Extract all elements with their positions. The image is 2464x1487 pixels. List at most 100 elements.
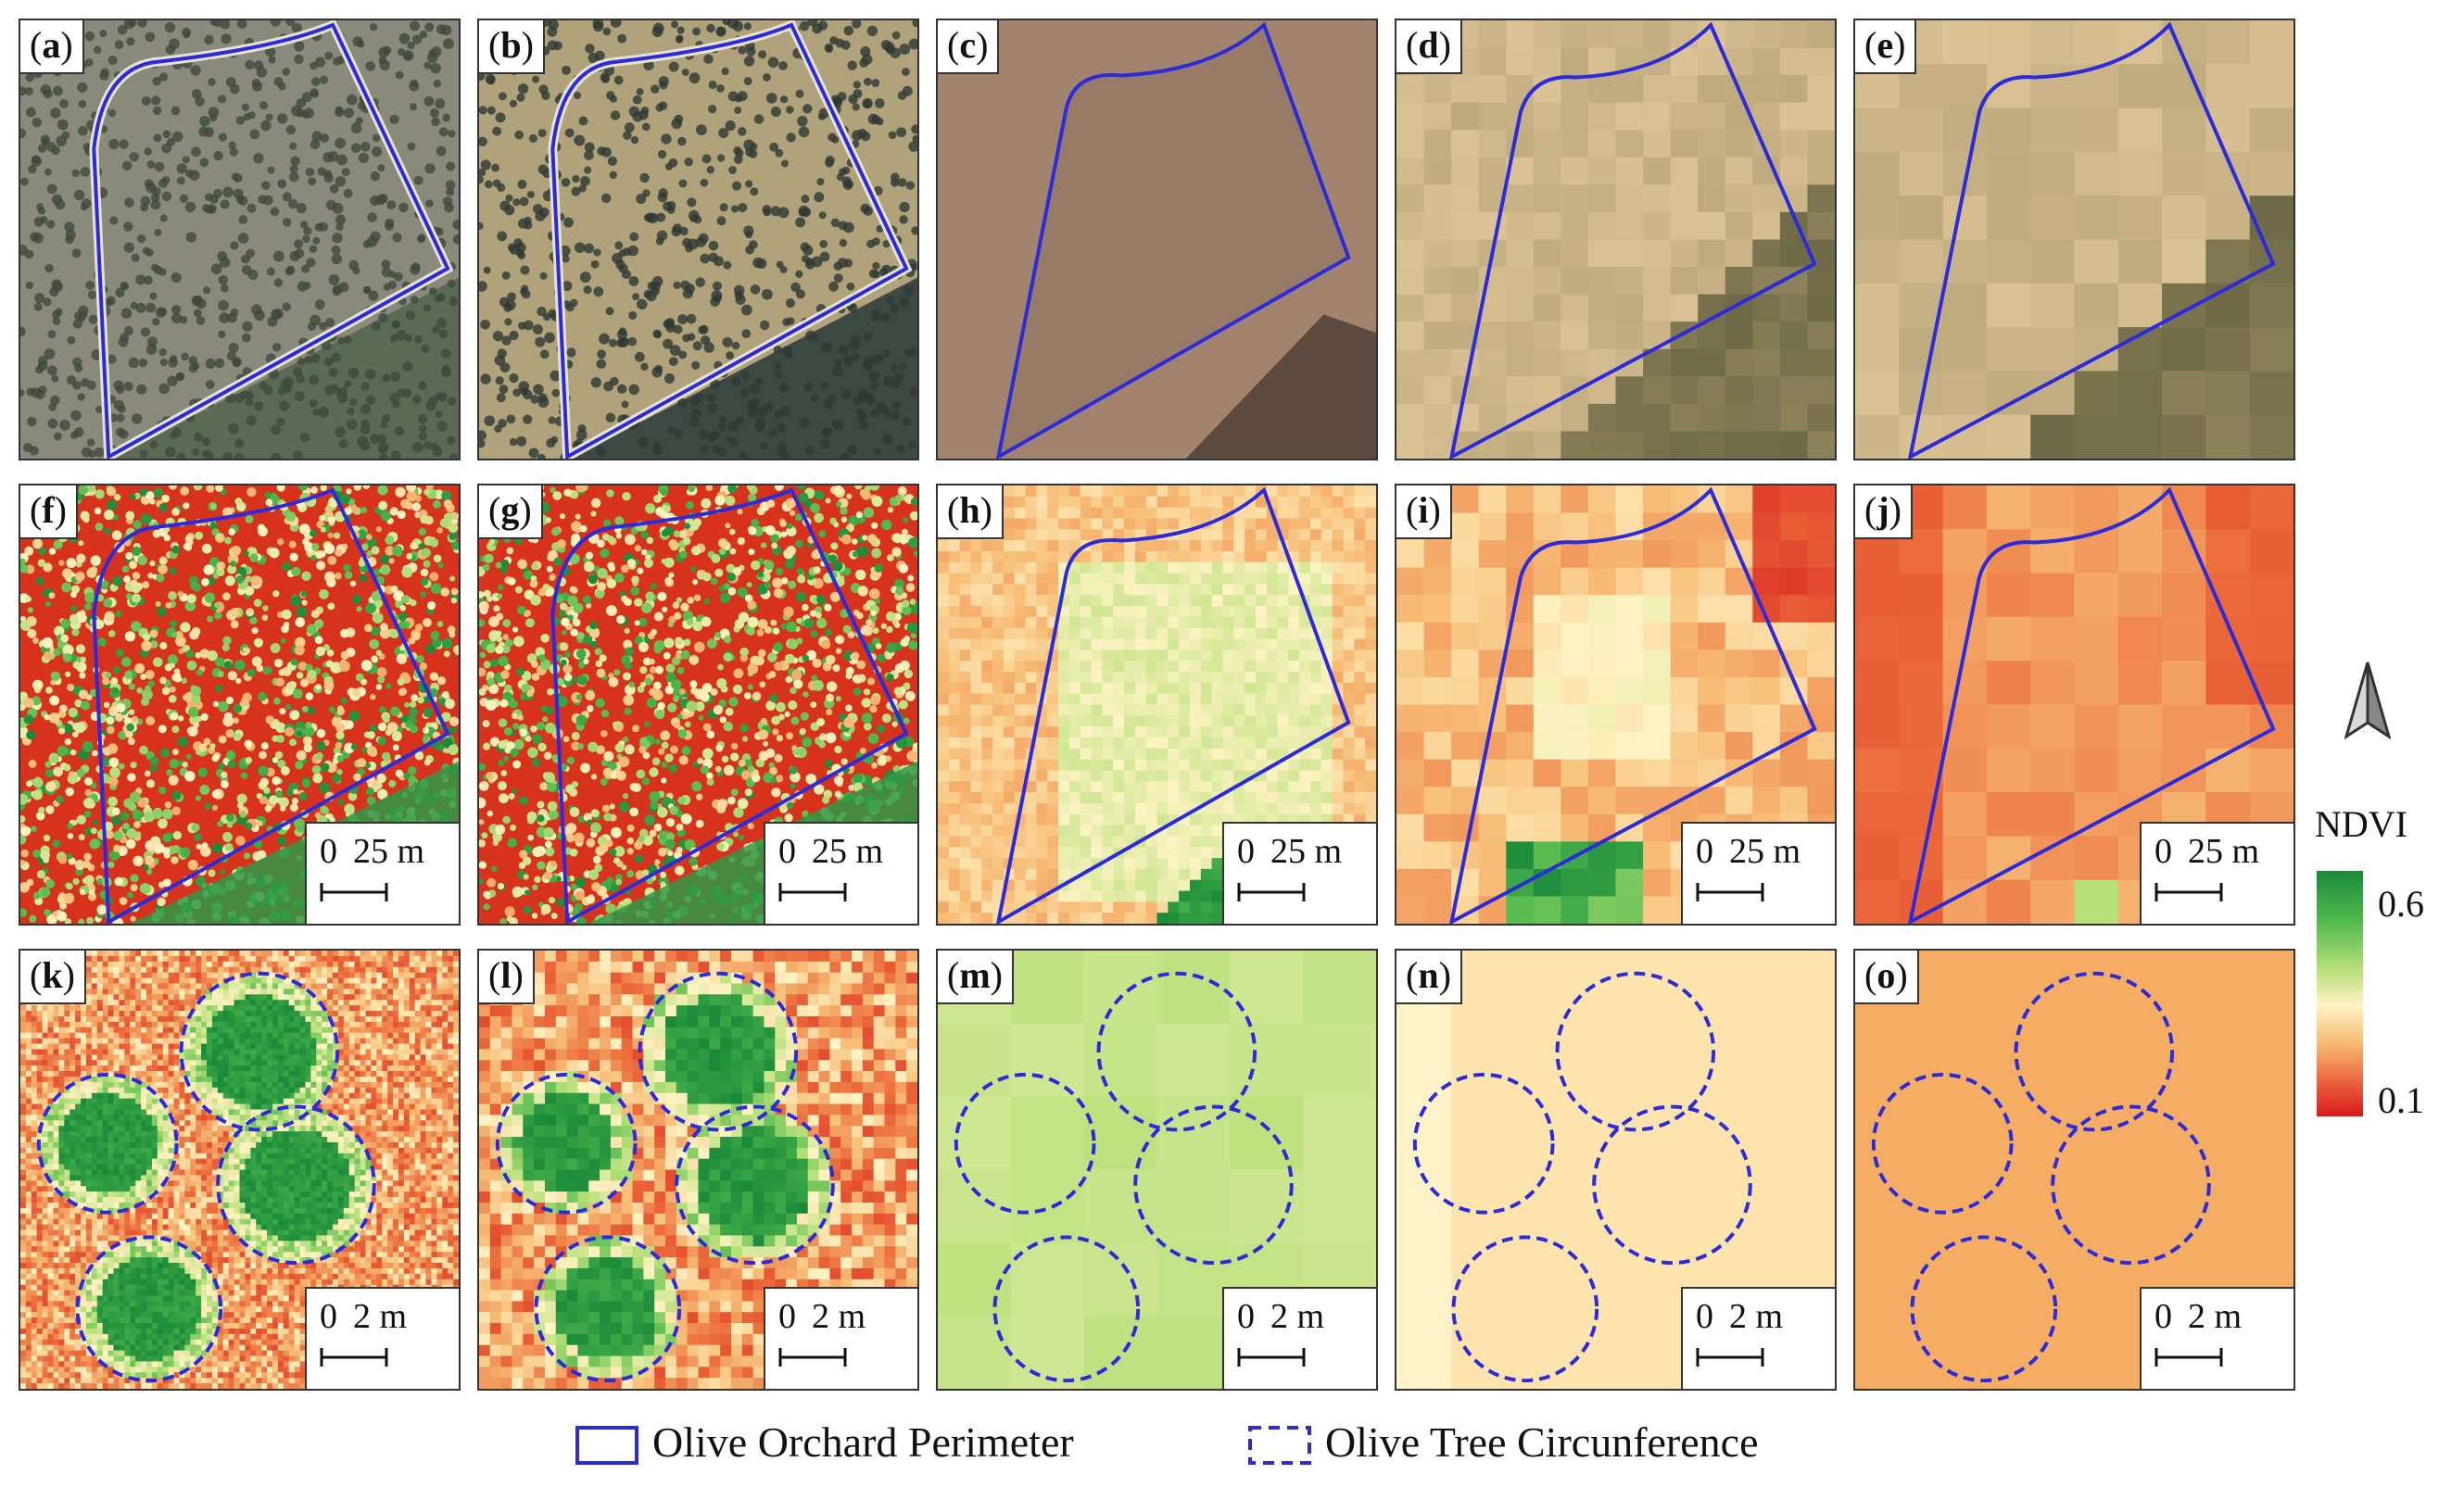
ndvi-legend-title: NDVI [2315,803,2407,845]
panel-label-c: (c) [938,20,1000,74]
scale-zero-label: 0 [320,1297,337,1336]
scale-bar: 0 2 m [305,1287,459,1389]
scale-zero-label: 0 [778,832,796,871]
map-image [479,20,917,459]
map-panel-o: (o) 0 2 m [1853,949,2295,1391]
orchard-perimeter [92,487,450,924]
scale-distance-label: 25 m [2188,832,2260,871]
scale-bar-line [1237,1348,1306,1367]
panel-label-j: (j) [1855,485,1913,539]
scale-zero-label: 0 [778,1297,796,1336]
orchard-perimeter [92,22,450,459]
tree-circumference [36,1072,179,1215]
scale-bar-line [1237,883,1306,901]
ndvi-high-label: 0.6 [2378,883,2424,925]
panel-label-l: (l) [479,951,535,1004]
scale-zero-label: 0 [1237,832,1255,871]
scale-bar-line [2154,1348,2223,1367]
perimeter-legend-symbol [575,1426,638,1465]
map-panel-n: (n) 0 2 m [1395,949,1837,1391]
scale-zero-label: 0 [1237,1297,1255,1336]
orchard-perimeter [996,486,1351,924]
tree-circumference [675,1104,835,1266]
tree-circumference [2014,971,2175,1132]
panel-label-k: (k) [20,951,86,1004]
panel-label-i: (i) [1396,485,1452,539]
scale-zero-label: 0 [2154,1297,2172,1336]
scale-distance-label: 2 m [353,1297,408,1336]
scale-bar-line [2154,883,2223,901]
scale-bar: 0 25 m [1681,822,1835,924]
tree-circumference [1451,1235,1599,1383]
orchard-perimeter [1908,21,2276,459]
map-panel-h: (h) 0 25 m [936,484,1378,926]
scale-zero-label: 0 [320,832,337,871]
tree-circumference [179,971,340,1132]
tree-circumference [1592,1104,1752,1266]
map-image [1396,20,1835,459]
scale-bar: 0 2 m [764,1287,917,1389]
tree-circumference [495,1072,638,1215]
panel-label-g: (g) [479,485,543,539]
scale-bar-line [320,1348,388,1367]
panel-label-d: (d) [1396,20,1462,74]
tree-circumference [1555,971,1716,1132]
scale-bar-line [778,1348,847,1367]
tree-circumference [216,1104,376,1266]
orchard-perimeter [996,21,1351,459]
panel-label-h: (h) [938,485,1004,539]
map-panel-e: (e) [1853,19,2295,460]
map-panel-m: (m) 0 2 m [936,949,1378,1391]
panel-label-n: (n) [1396,951,1462,1004]
map-panel-d: (d) [1395,19,1837,460]
scale-bar: 0 25 m [764,822,917,924]
tree-circumference [534,1235,682,1383]
tree-circumference [75,1235,223,1383]
tree-circumference [1910,1235,2058,1383]
scale-bar: 0 2 m [1681,1287,1835,1389]
scale-zero-label: 0 [1696,1297,1713,1336]
scale-distance-label: 25 m [353,832,425,871]
scale-bar-line [1696,1348,1764,1367]
tree-circumference [1133,1104,1294,1266]
panel-label-b: (b) [479,20,545,74]
scale-distance-label: 2 m [2188,1297,2243,1336]
map-image [938,20,1376,459]
orchard-perimeter [1449,21,1817,459]
tree-circumference [954,1072,1096,1215]
north-arrow-icon [2344,662,2391,740]
scale-bar: 0 2 m [1222,1287,1376,1389]
ndvi-low-label: 0.1 [2378,1079,2424,1121]
panel-label-a: (a) [20,20,84,74]
map-panel-c: (c) [936,19,1378,460]
scale-distance-label: 2 m [1270,1297,1325,1336]
scale-bar: 0 25 m [2140,822,2293,924]
panel-label-f: (f) [20,485,78,539]
scale-distance-label: 25 m [812,832,884,871]
orchard-perimeter [1908,486,2276,924]
tree-circumference [992,1235,1141,1383]
map-panel-l: (l) 0 2 m [477,949,919,1391]
map-panel-j: (j) 0 25 m [1853,484,2295,926]
scale-bar: 0 25 m [1222,822,1376,924]
tree-circumference [1871,1072,2014,1215]
scale-bar-line [778,883,847,901]
ndvi-colorbar [2317,871,2363,1116]
tree-circumference [638,971,799,1132]
panel-label-o: (o) [1855,951,1919,1004]
tree-circumference [1096,971,1257,1132]
orchard-perimeter [1449,486,1817,924]
perimeter-legend-label: Olive Orchard Perimeter [652,1418,1074,1466]
tree-circumference [1412,1072,1555,1215]
scale-zero-label: 0 [2154,832,2172,871]
scale-bar: 0 25 m [305,822,459,924]
scale-distance-label: 2 m [812,1297,866,1336]
scale-bar-line [320,883,388,901]
map-panel-k: (k) 0 2 m [19,949,461,1391]
map-panel-g: (g) 0 25 m [477,484,919,926]
scale-bar-line [1696,883,1764,901]
map-panel-a: (a) [19,19,461,460]
map-image [479,485,917,924]
scale-distance-label: 2 m [1729,1297,1784,1336]
panel-label-e: (e) [1855,20,1917,74]
